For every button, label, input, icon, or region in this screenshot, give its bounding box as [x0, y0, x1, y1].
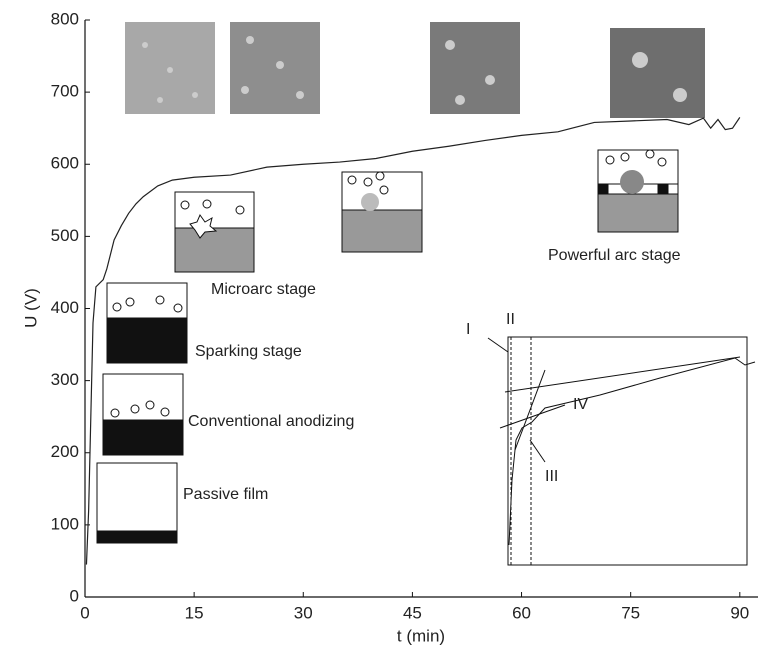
x-axis-label: t (min)	[397, 626, 445, 645]
schematic	[107, 283, 187, 363]
annotation: Conventional anodizing	[188, 413, 354, 430]
schematic	[598, 150, 678, 232]
schematic	[103, 374, 183, 455]
y-tick-label: 700	[51, 82, 79, 101]
annotation: Powerful arc stage	[548, 247, 681, 264]
micrograph	[230, 22, 320, 114]
y-tick-label: 0	[70, 586, 79, 605]
micrograph	[610, 28, 705, 118]
y-axis-label: U (V)	[21, 288, 40, 328]
x-tick-label: 0	[80, 603, 89, 622]
inset	[488, 337, 755, 565]
micrograph-pores	[142, 36, 687, 105]
y-tick-label: 800	[51, 9, 79, 28]
y-tick-label: 200	[51, 442, 79, 461]
y-tick-label: 100	[51, 514, 79, 533]
x-tick-label: 30	[294, 603, 313, 622]
chart: Passive film Conventional anodizing Spar…	[0, 0, 779, 652]
schematic	[97, 463, 177, 543]
schematic	[175, 192, 254, 272]
annotation: III	[545, 468, 558, 485]
annotation: I	[466, 321, 470, 338]
x-tick-label: 60	[512, 603, 531, 622]
annotation: Sparking stage	[195, 343, 302, 360]
x-tick-label: 75	[621, 603, 640, 622]
annotation: Passive film	[183, 486, 268, 503]
annotation: II	[506, 311, 515, 328]
y-tick-label: 400	[51, 298, 79, 317]
annotation: Microarc stage	[211, 281, 316, 298]
schematic	[342, 172, 422, 252]
micrograph	[430, 22, 520, 114]
y-tick-label: 600	[51, 154, 79, 173]
y-tick-label: 300	[51, 370, 79, 389]
x-tick-label: 15	[185, 603, 204, 622]
x-tick-label: 90	[730, 603, 749, 622]
annotation: IV	[573, 396, 588, 413]
x-tick-label: 45	[403, 603, 422, 622]
y-tick-label: 500	[51, 226, 79, 245]
